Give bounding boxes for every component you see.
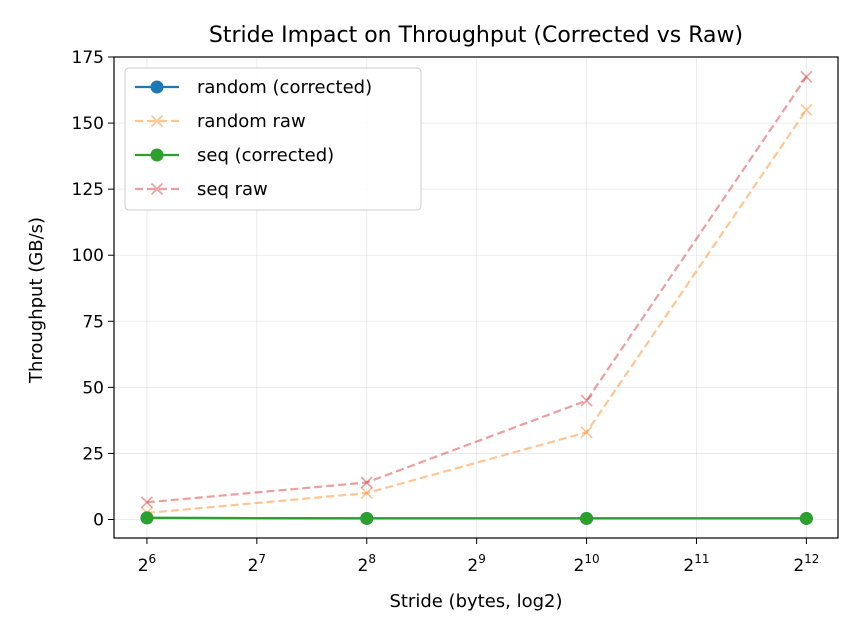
plot-frame: [113, 56, 839, 539]
x-tick-base: 2: [683, 556, 694, 576]
data-point: [140, 511, 154, 525]
legend-entry: random raw: [135, 111, 306, 132]
x-tick-exponent: 6: [149, 552, 157, 566]
legend-box: [124, 67, 422, 211]
x-tick-label: 212: [793, 552, 819, 576]
legend-label: seq (corrected): [197, 145, 334, 166]
x-tick-exponent: 10: [584, 552, 599, 566]
x-tick-exponent: 11: [694, 552, 709, 566]
data-point: [360, 487, 373, 500]
y-tick-label: 50: [82, 378, 104, 398]
legend-entry: seq (corrected): [135, 145, 334, 166]
series-line: [146, 516, 807, 520]
x-tick-base: 2: [138, 556, 149, 576]
data-point: [580, 394, 593, 407]
x-tick-base: 2: [574, 556, 585, 576]
x-tick-base: 2: [793, 556, 804, 576]
x-tick-label: 210: [574, 552, 600, 576]
x-axis-ticks: 26 27 28 29 210 211 212: [138, 538, 819, 576]
x-tick-base: 2: [358, 556, 369, 576]
y-axis-label: Throughput (GB/s): [26, 217, 47, 384]
data-point: [580, 511, 594, 525]
y-tick-label: 0: [93, 511, 104, 531]
x-tick-exponent: 8: [368, 552, 376, 566]
x-tick-label: 28: [358, 552, 376, 576]
series-line: [146, 109, 808, 514]
x-tick-label: 211: [683, 552, 709, 576]
legend-swatch-marker: [150, 148, 164, 162]
chart-title: Stride Impact on Throughput (Corrected v…: [209, 23, 743, 48]
data-point: [800, 70, 813, 83]
data-point: [360, 476, 373, 489]
series-line: [146, 76, 808, 504]
x-tick-base: 2: [467, 556, 478, 576]
legend-entry: seq raw: [135, 179, 268, 200]
x-tick-exponent: 12: [804, 552, 819, 566]
series-layer: [140, 70, 813, 525]
x-tick-base: 2: [248, 556, 259, 576]
series-random-raw: [140, 103, 813, 519]
y-axis-ticks: 0 25 50 75 100 125 150 175: [72, 48, 114, 531]
legend-label: random (corrected): [197, 77, 372, 98]
x-tick-label: 26: [138, 552, 156, 576]
x-tick-label: 27: [248, 552, 266, 576]
y-tick-label: 125: [72, 180, 104, 200]
data-point: [580, 426, 593, 439]
data-point: [799, 511, 813, 525]
y-tick-label: 100: [72, 246, 104, 266]
legend-swatch-marker: [150, 114, 164, 128]
legend: random (corrected) random raw seq (correct…: [124, 67, 422, 211]
x-tick-exponent: 9: [478, 552, 486, 566]
y-tick-label: 150: [72, 114, 104, 134]
legend-label: random raw: [197, 111, 306, 132]
data-point: [800, 103, 813, 116]
series-seq-corrected: [140, 511, 813, 525]
y-tick-label: 75: [82, 312, 104, 332]
legend-swatch-marker: [150, 182, 164, 196]
y-tick-label: 175: [72, 48, 104, 68]
legend-entry: random (corrected): [135, 77, 372, 98]
x-tick-exponent: 7: [258, 552, 266, 566]
x-tick-label: 29: [467, 552, 485, 576]
y-tick-label: 25: [82, 444, 104, 464]
x-axis-label: Stride (bytes, log2): [389, 591, 562, 612]
series-seq-raw: [140, 70, 813, 509]
legend-swatch-marker: [150, 80, 164, 94]
data-point: [360, 511, 374, 525]
data-point: [140, 496, 153, 509]
legend-label: seq raw: [197, 179, 268, 200]
